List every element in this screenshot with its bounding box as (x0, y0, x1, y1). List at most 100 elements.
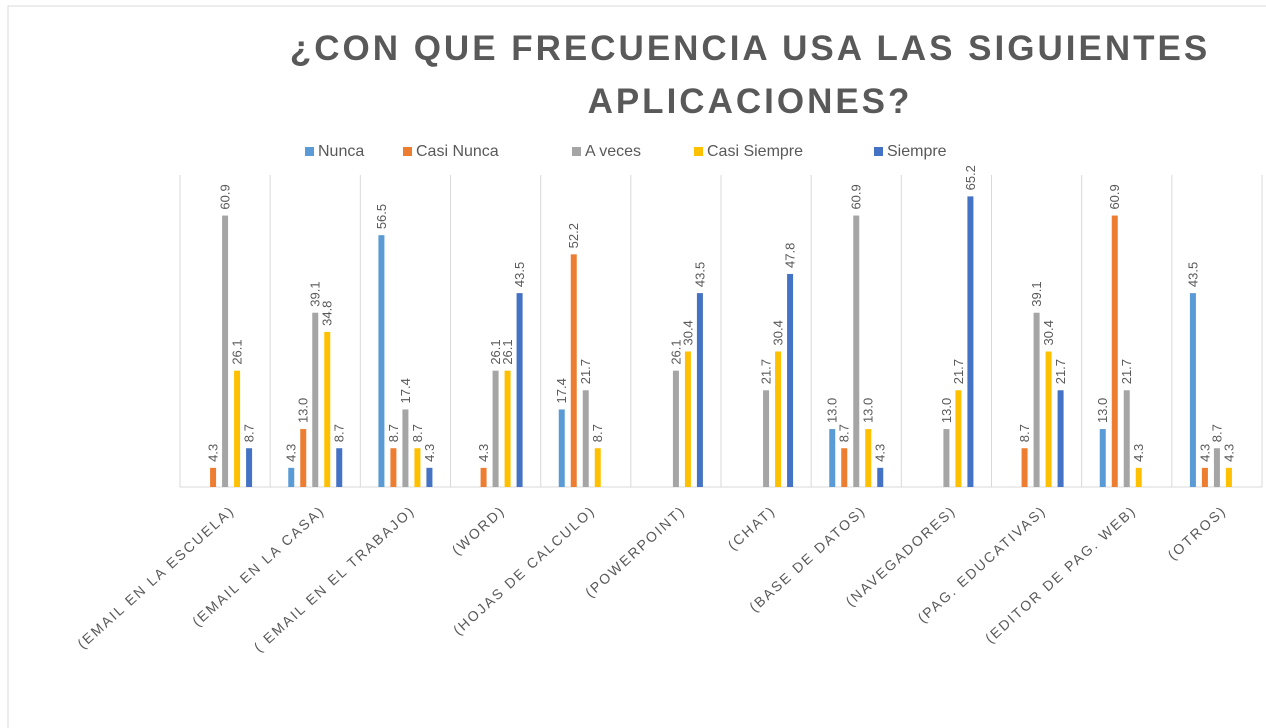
bar (1033, 312, 1040, 487)
data-label: 65.2 (963, 165, 978, 190)
data-label: 8.7 (1017, 424, 1032, 442)
data-label: 4.3 (873, 444, 888, 462)
data-label: 21.7 (1119, 359, 1134, 384)
data-label: 56.5 (374, 204, 389, 229)
bar (829, 429, 836, 487)
data-label: 34.8 (320, 301, 335, 326)
legend-label: Casi Nunca (416, 143, 499, 160)
data-label: 26.1 (668, 339, 683, 364)
bar (582, 390, 589, 487)
data-label: 26.1 (230, 339, 245, 364)
legend-label: Siempre (887, 143, 947, 160)
data-label: 13.0 (825, 398, 840, 423)
legend-label: Casi Siempre (707, 143, 803, 160)
x-tick-label: ( EMAIL EN EL TRABAJO) (251, 502, 418, 655)
bar (504, 370, 511, 487)
data-label: 8.7 (410, 424, 425, 442)
data-label: 60.9 (1107, 184, 1122, 209)
bar (222, 215, 229, 487)
bar (853, 215, 860, 487)
data-label: 4.3 (422, 444, 437, 462)
bar (1135, 467, 1142, 487)
legend-swatch (305, 147, 314, 156)
bar (1111, 215, 1118, 487)
data-label: 13.0 (296, 398, 311, 423)
bar (775, 351, 782, 487)
bar (1099, 429, 1106, 487)
data-label: 17.4 (554, 378, 569, 403)
data-label: 26.1 (500, 339, 515, 364)
bar (967, 196, 974, 487)
legend-label: A veces (585, 143, 641, 160)
data-label: 13.0 (1095, 398, 1110, 423)
data-label: 21.7 (951, 359, 966, 384)
data-label: 43.5 (512, 262, 527, 287)
data-label: 26.1 (488, 339, 503, 364)
data-label: 8.7 (837, 424, 852, 442)
bar (570, 254, 577, 487)
data-label: 4.3 (206, 444, 221, 462)
bar (390, 448, 397, 487)
data-label: 17.4 (398, 378, 413, 403)
bar (426, 467, 433, 487)
data-label: 4.3 (284, 444, 299, 462)
bar (378, 235, 385, 487)
data-label: 30.4 (771, 320, 786, 345)
data-label: 8.7 (1209, 424, 1224, 442)
bar (865, 429, 872, 487)
bar (763, 390, 770, 487)
x-tick-label: (EDITOR DE PAG. WEB) (982, 502, 1139, 646)
data-label: 13.0 (861, 398, 876, 423)
bar (672, 370, 679, 487)
data-label: 43.5 (1185, 262, 1200, 287)
data-label: 43.5 (692, 262, 707, 287)
legend-swatch (874, 147, 883, 156)
bar (696, 293, 703, 487)
chart-title: ¿CON QUE FRECUENCIA USA LAS SIGUIENTES A… (289, 29, 1211, 121)
bar (787, 273, 794, 487)
bar (841, 448, 848, 487)
bar (1225, 467, 1232, 487)
bar (336, 448, 343, 487)
data-label: 4.3 (1221, 444, 1236, 462)
data-label: 8.7 (590, 424, 605, 442)
bar (1021, 448, 1028, 487)
bar (414, 448, 421, 487)
bar (1201, 467, 1208, 487)
data-label: 30.4 (680, 320, 695, 345)
data-label: 4.3 (476, 444, 491, 462)
data-label: 8.7 (242, 424, 257, 442)
data-label: 39.1 (1029, 281, 1044, 306)
legend-swatch (572, 147, 581, 156)
chart-frame (7, 5, 1266, 728)
bar (594, 448, 601, 487)
bar (943, 429, 950, 487)
bar (288, 467, 295, 487)
bar (402, 409, 409, 487)
bar (246, 448, 253, 487)
bar (1189, 293, 1196, 487)
data-label: 47.8 (783, 243, 798, 268)
bar (955, 390, 962, 487)
data-label: 4.3 (1197, 444, 1212, 462)
data-label: 39.1 (308, 281, 323, 306)
x-tick-label: (OTROS) (1164, 502, 1229, 563)
x-tick-label: (WORD) (449, 502, 508, 558)
data-label: 60.9 (849, 184, 864, 209)
bar (1057, 390, 1064, 487)
bar (1045, 351, 1052, 487)
bar (480, 467, 487, 487)
bar (1123, 390, 1130, 487)
bar (1213, 448, 1220, 487)
legend-label: Nunca (318, 143, 364, 160)
bar (312, 312, 319, 487)
bar (234, 370, 241, 487)
data-label: 52.2 (566, 223, 581, 248)
x-tick-label: (HOJAS DE CALCULO) (450, 502, 598, 638)
bar (516, 293, 523, 487)
legend-swatch (403, 147, 412, 156)
data-label: 60.9 (218, 184, 233, 209)
x-tick-label: (EMAIL EN LA ESCUELA) (74, 502, 238, 652)
data-label: 13.0 (939, 398, 954, 423)
